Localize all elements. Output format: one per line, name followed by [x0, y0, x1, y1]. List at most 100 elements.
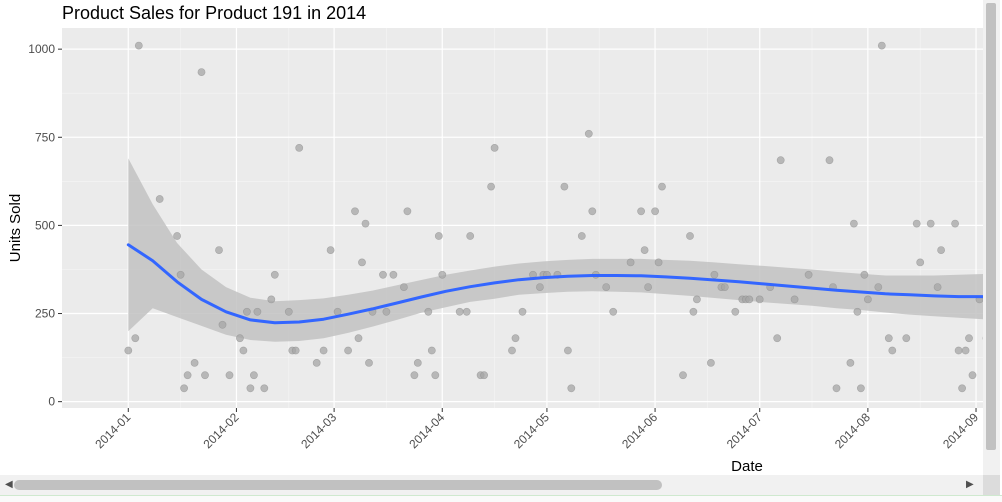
data-point [519, 308, 526, 315]
data-point [686, 232, 693, 239]
data-point [125, 347, 132, 354]
data-point [261, 385, 268, 392]
data-point [268, 296, 275, 303]
scatter-chart: 0 250 500 750 1000 2014-01 2014-02 2014-03 2014-… [0, 0, 983, 475]
data-point [638, 208, 645, 215]
data-point [271, 271, 278, 278]
horizontal-scrollbar[interactable]: ◀ ▶ [0, 475, 983, 495]
data-point [850, 220, 857, 227]
data-point [191, 359, 198, 366]
horizontal-scrollbar-thumb[interactable] [14, 480, 662, 490]
data-point [857, 385, 864, 392]
data-point [969, 372, 976, 379]
y-axis-tick-label: 1000 [28, 42, 55, 56]
data-point [198, 69, 205, 76]
data-point [355, 335, 362, 342]
data-point [568, 385, 575, 392]
plot-panel [62, 28, 983, 408]
data-point [456, 308, 463, 315]
data-point [383, 308, 390, 315]
data-point [358, 259, 365, 266]
data-point [585, 130, 592, 137]
data-point [658, 183, 665, 190]
data-point [481, 372, 488, 379]
x-axis-tick-label: 2014-02 [201, 410, 242, 451]
x-axis-tick-label: 2014-01 [92, 410, 133, 451]
data-point [411, 372, 418, 379]
data-point [247, 385, 254, 392]
data-point [439, 271, 446, 278]
data-point [508, 347, 515, 354]
x-axis-tick-label: 2014-09 [940, 410, 981, 451]
data-point [215, 247, 222, 254]
data-point [746, 296, 753, 303]
data-point [791, 296, 798, 303]
data-point [201, 372, 208, 379]
x-axis-tick-label: 2014-03 [298, 410, 339, 451]
data-point [292, 347, 299, 354]
data-point [864, 296, 871, 303]
data-point [610, 308, 617, 315]
x-axis-title: Date [731, 458, 763, 475]
data-point [875, 284, 882, 291]
data-point [435, 232, 442, 239]
data-point [345, 347, 352, 354]
data-point [655, 259, 662, 266]
data-point [878, 42, 885, 49]
data-point [390, 271, 397, 278]
data-point [962, 347, 969, 354]
y-axis-tick-label: 0 [48, 395, 55, 409]
data-point [861, 271, 868, 278]
data-point [955, 347, 962, 354]
data-point [564, 347, 571, 354]
data-point [135, 42, 142, 49]
data-point [645, 284, 652, 291]
data-point [903, 335, 910, 342]
data-point [847, 359, 854, 366]
vertical-scrollbar-thumb[interactable] [986, 3, 996, 450]
data-point [889, 347, 896, 354]
x-axis-tick-label: 2014-06 [619, 410, 660, 451]
data-point [184, 372, 191, 379]
data-point [833, 385, 840, 392]
data-point [236, 335, 243, 342]
data-point [463, 308, 470, 315]
data-point [425, 308, 432, 315]
data-point [132, 335, 139, 342]
data-point [777, 157, 784, 164]
data-point [320, 347, 327, 354]
data-point [313, 359, 320, 366]
scroll-right-arrow-icon[interactable]: ▶ [966, 479, 974, 491]
y-axis-tick-label: 750 [35, 130, 55, 144]
x-axis-tick-label: 2014-04 [406, 410, 447, 451]
data-point [285, 308, 292, 315]
data-point [805, 271, 812, 278]
data-point [488, 183, 495, 190]
data-point [327, 247, 334, 254]
data-point [854, 308, 861, 315]
x-axis-tick-label: 2014-08 [832, 410, 873, 451]
data-point [756, 296, 763, 303]
data-point [721, 284, 728, 291]
data-point [938, 247, 945, 254]
data-point [219, 321, 226, 328]
data-point [379, 271, 386, 278]
vertical-scrollbar[interactable] [983, 0, 1000, 475]
data-point [156, 195, 163, 202]
data-point [690, 308, 697, 315]
data-point [512, 335, 519, 342]
data-point [362, 220, 369, 227]
data-point [365, 359, 372, 366]
y-axis-tick-label: 500 [35, 218, 55, 232]
y-axis-tick-label: 250 [35, 307, 55, 321]
data-point [927, 220, 934, 227]
data-point [732, 308, 739, 315]
data-point [240, 347, 247, 354]
data-point [679, 372, 686, 379]
scrollbar-corner [983, 475, 1000, 495]
x-axis-tick-label: 2014-07 [724, 410, 765, 451]
scroll-left-arrow-icon[interactable]: ◀ [5, 479, 13, 491]
data-point [428, 347, 435, 354]
data-point [243, 308, 250, 315]
data-point [885, 335, 892, 342]
